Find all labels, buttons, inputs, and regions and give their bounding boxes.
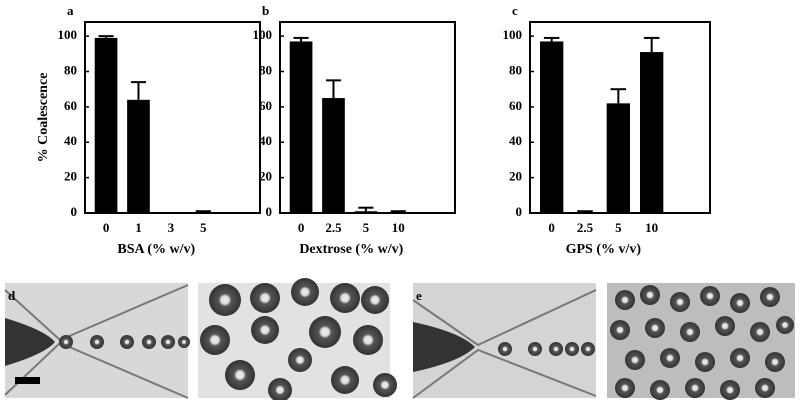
y-tick-label: 0	[516, 204, 523, 219]
error-bar	[98, 35, 114, 38]
y-tick-label: 20	[64, 169, 77, 184]
panel-label: c	[512, 3, 518, 18]
y-tick-label: 100	[58, 27, 78, 42]
x-tick-label: 3	[168, 220, 175, 235]
x-axis-label: GPS (% v/v)	[566, 242, 642, 257]
y-tick-label: 80	[259, 63, 272, 78]
x-tick-label: 2.5	[325, 220, 342, 235]
x-tick-label: 5	[615, 220, 622, 235]
y-tick-label: 20	[509, 169, 522, 184]
image-e2	[607, 283, 795, 400]
bar	[354, 211, 378, 213]
y-tick-label: 60	[259, 98, 272, 113]
panel-label: d	[8, 288, 16, 303]
error-bar	[610, 88, 627, 104]
panel-label: a	[67, 3, 74, 18]
y-tick-label: 100	[253, 27, 273, 42]
error-bar	[577, 210, 593, 213]
error-bar	[325, 79, 342, 99]
y-tick-label: 60	[509, 98, 522, 113]
x-tick-label: 0	[548, 220, 555, 235]
image-e1	[412, 283, 597, 399]
x-tick-label: 0	[103, 220, 110, 235]
bar	[606, 103, 630, 213]
y-tick-label: 100	[503, 27, 523, 42]
error-bar	[643, 36, 660, 53]
x-tick-label: 5	[363, 220, 370, 235]
y-tick-label: 20	[259, 169, 272, 184]
x-tick-label: 5	[200, 220, 207, 235]
y-tick-label: 40	[509, 133, 522, 148]
panel-label: b	[262, 3, 269, 18]
bar	[94, 37, 118, 213]
x-tick-label: 2.5	[577, 220, 594, 235]
x-axis-label: Dextrose (% w/v)	[299, 242, 403, 257]
x-tick-label: 1	[135, 220, 142, 235]
error-bar	[195, 210, 211, 213]
x-tick-label: 10	[645, 220, 658, 235]
y-tick-label: 40	[259, 133, 272, 148]
y-tick-label: 60	[64, 98, 77, 113]
error-bar	[293, 36, 309, 42]
y-tick-label: 0	[266, 204, 273, 219]
bar	[127, 99, 150, 213]
y-tick-label: 0	[71, 204, 78, 219]
y-tick-label: 80	[509, 63, 522, 78]
y-tick-label: 40	[64, 133, 77, 148]
y-tick-label: 80	[64, 63, 77, 78]
error-bar	[130, 81, 147, 100]
x-axis-label: BSA (% w/v)	[117, 242, 195, 257]
bar	[540, 41, 564, 213]
error-bar	[358, 206, 374, 212]
bar	[322, 98, 345, 213]
x-tick-label: 0	[298, 220, 305, 235]
bar	[289, 41, 313, 213]
image-d2	[198, 278, 397, 400]
error-bar	[390, 210, 406, 213]
error-bar	[543, 36, 560, 42]
y-axis-label: % Coalescence	[36, 73, 51, 163]
bar	[640, 52, 664, 213]
image-d1	[4, 283, 190, 399]
panel-label: e	[416, 288, 422, 303]
x-tick-label: 10	[392, 220, 405, 235]
